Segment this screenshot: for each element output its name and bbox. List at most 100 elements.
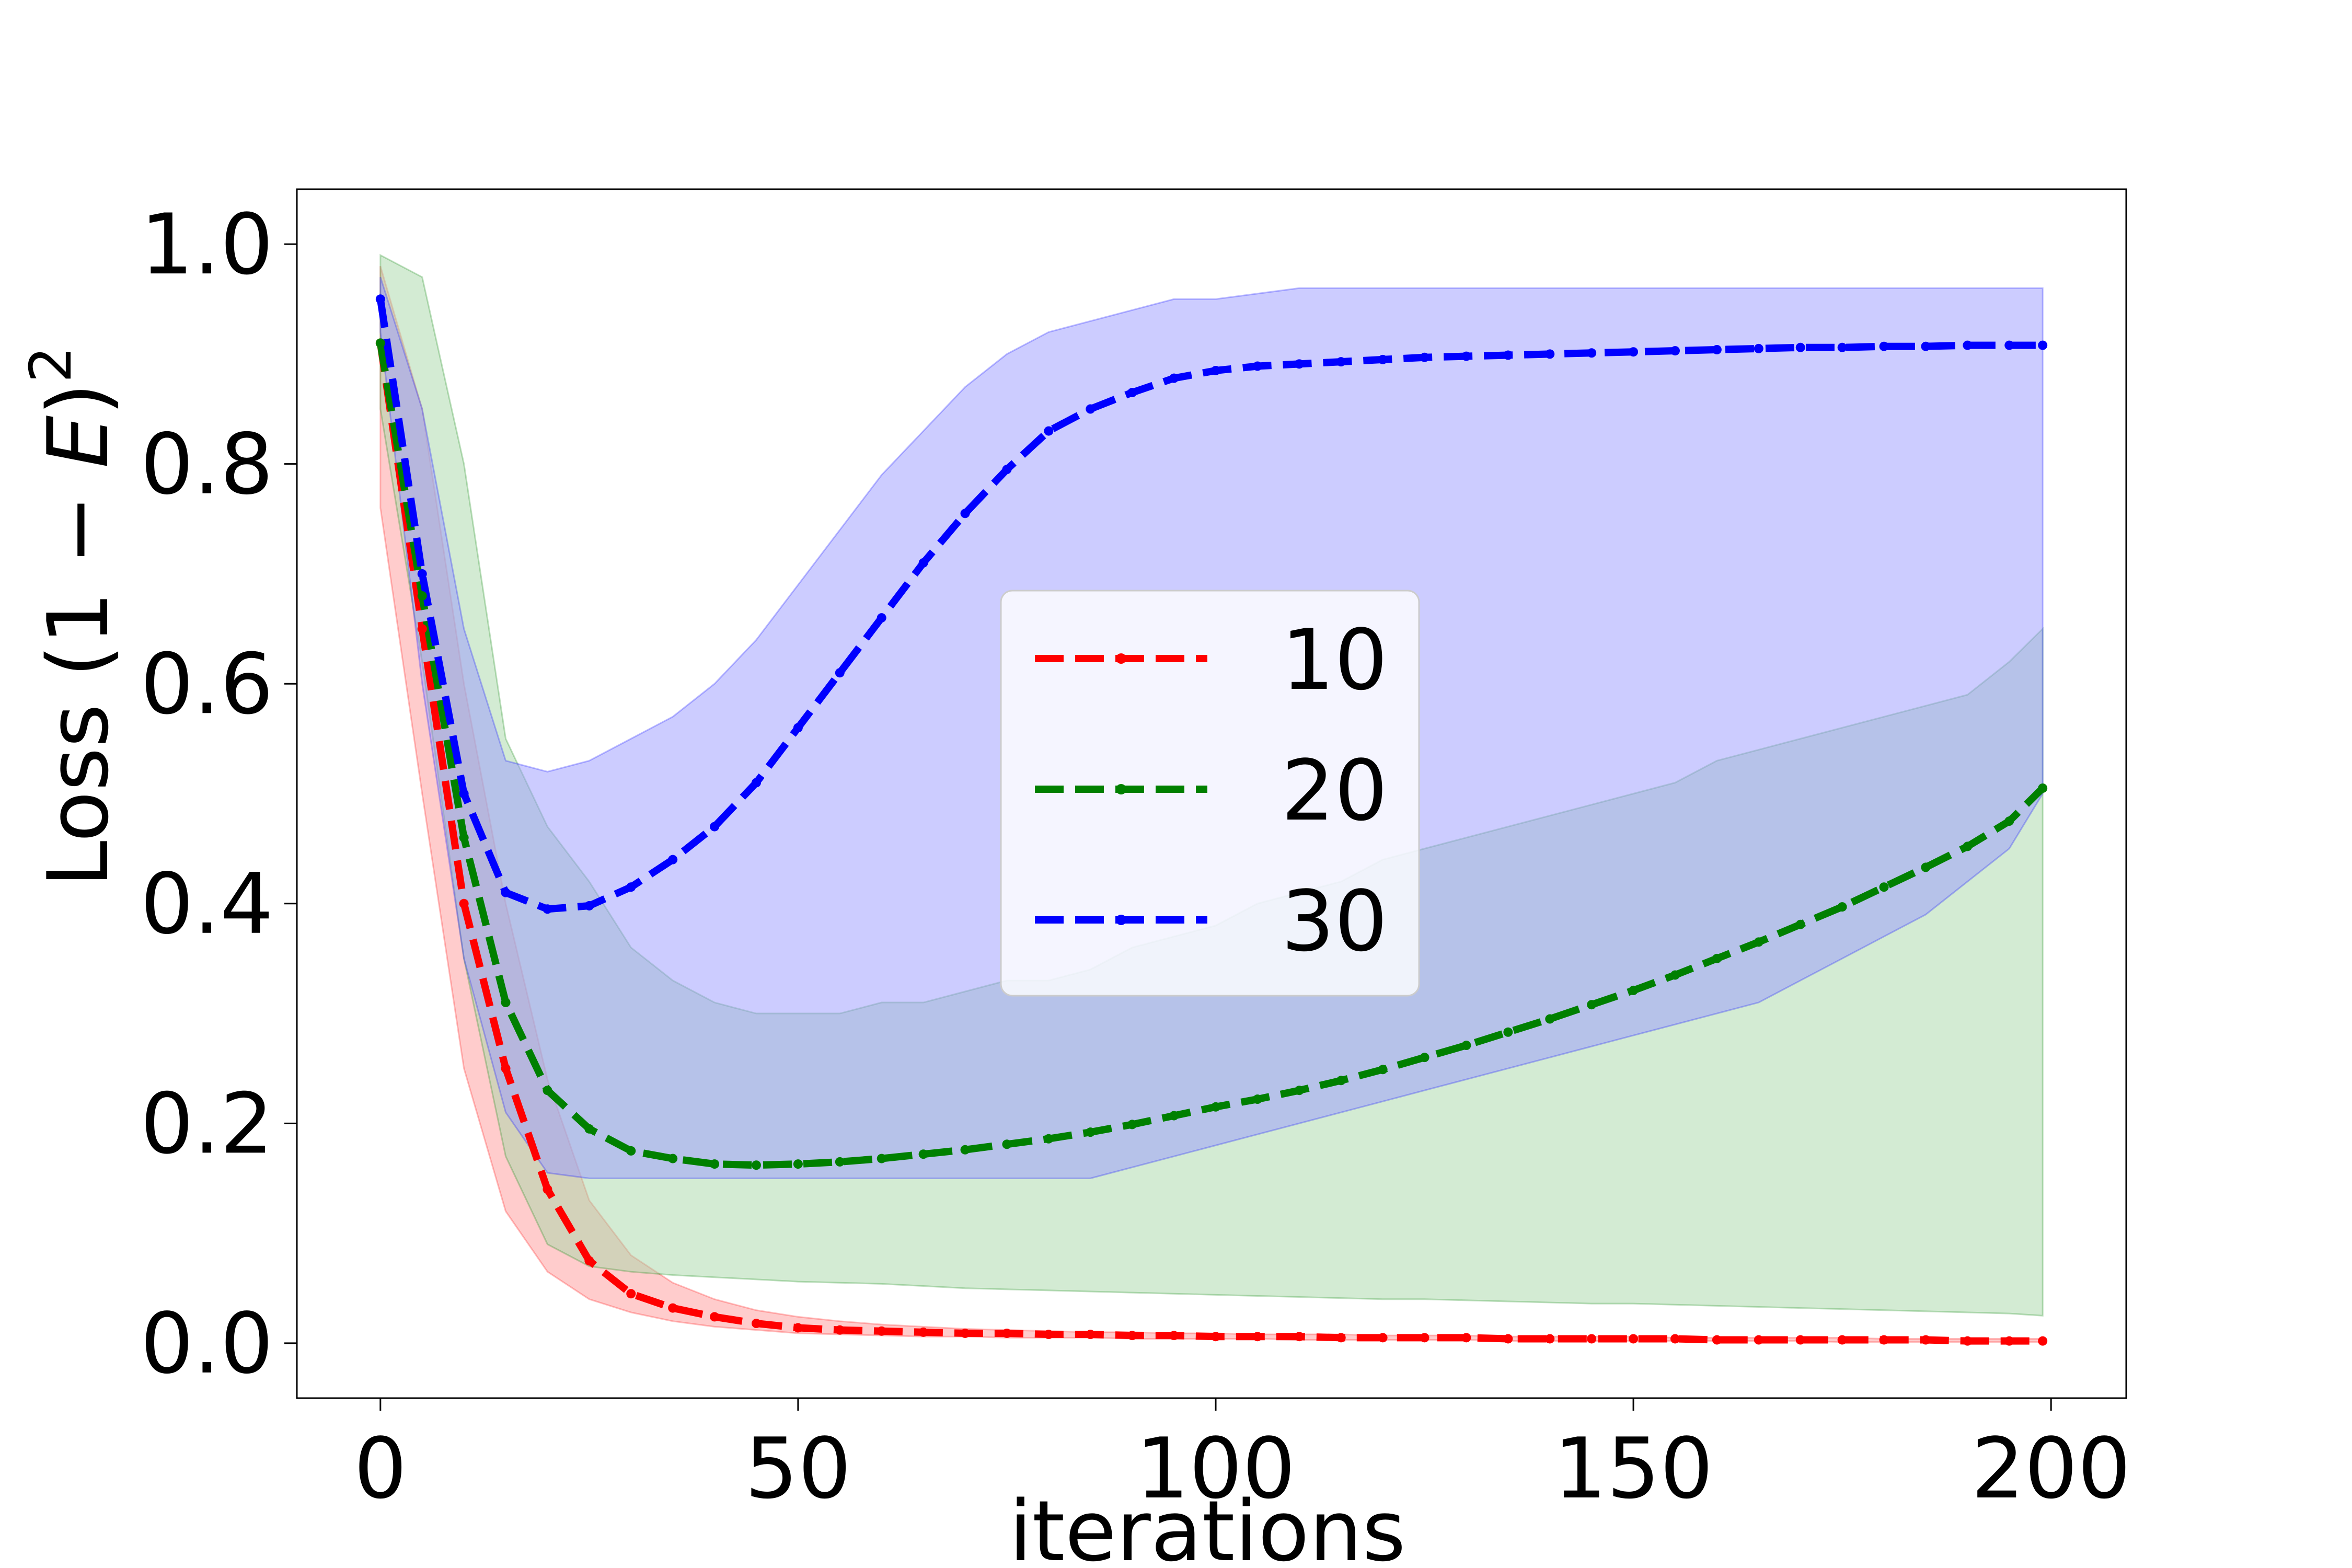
point-series-10 <box>2004 1336 2014 1346</box>
legend-label: 20 <box>1281 742 1388 839</box>
point-series-30 <box>1294 359 1304 369</box>
point-series-10 <box>626 1289 636 1299</box>
point-series-10 <box>1044 1330 1054 1340</box>
point-series-20 <box>1754 937 1763 947</box>
point-series-30 <box>501 887 511 897</box>
point-series-10 <box>1795 1335 1805 1345</box>
legend-entry-30: 30 <box>1035 872 1388 970</box>
point-series-30 <box>1795 342 1805 352</box>
legend-box <box>1000 590 1420 997</box>
x-tick-label: 150 <box>1553 1420 1713 1517</box>
point-series-30 <box>1210 365 1220 375</box>
point-series-10 <box>835 1325 845 1335</box>
point-series-30 <box>1629 347 1639 357</box>
point-series-10 <box>1169 1331 1179 1341</box>
point-series-20 <box>626 1146 636 1156</box>
point-series-20 <box>2004 816 2014 826</box>
point-series-10 <box>793 1323 803 1333</box>
point-series-10 <box>459 898 469 908</box>
point-series-10 <box>1252 1332 1262 1342</box>
point-series-30 <box>375 294 385 304</box>
point-series-20 <box>918 1149 928 1159</box>
point-series-10 <box>668 1303 678 1313</box>
point-series-30 <box>1252 361 1262 371</box>
point-series-20 <box>2038 783 2048 793</box>
y-tick-label: 0.4 <box>141 855 273 953</box>
y-axis-label-prefix: Loss (1 − <box>29 468 127 887</box>
point-series-30 <box>877 613 886 623</box>
legend-marker <box>1116 653 1126 664</box>
x-tick-label: 50 <box>745 1420 851 1517</box>
point-series-20 <box>1294 1086 1304 1096</box>
x-axis-ticks: 0 50 100 150 200 <box>354 1398 2131 1517</box>
point-series-10 <box>1963 1336 1973 1346</box>
point-series-20 <box>835 1157 845 1167</box>
y-tick-label: 1.0 <box>141 195 273 293</box>
point-series-10 <box>1921 1335 1931 1345</box>
point-series-10 <box>1127 1331 1137 1341</box>
point-series-20 <box>1587 1000 1597 1010</box>
point-series-30 <box>918 558 928 568</box>
point-series-10 <box>751 1319 761 1329</box>
point-series-30 <box>1378 354 1388 364</box>
point-series-10 <box>1587 1334 1597 1344</box>
y-tick-label: 0.8 <box>141 416 273 513</box>
point-series-20 <box>1712 953 1722 963</box>
point-series-20 <box>1963 841 1973 851</box>
legend-marker <box>1116 784 1126 794</box>
point-series-20 <box>751 1160 761 1170</box>
point-series-20 <box>1837 902 1847 912</box>
point-series-20 <box>1795 919 1805 929</box>
point-series-30 <box>1044 426 1054 436</box>
point-series-10 <box>543 1184 552 1194</box>
point-series-20 <box>1545 1014 1555 1024</box>
point-series-20 <box>1044 1134 1054 1144</box>
point-series-20 <box>417 591 427 601</box>
point-series-10 <box>1336 1333 1346 1343</box>
point-series-20 <box>1127 1120 1137 1129</box>
point-series-10 <box>1378 1333 1388 1343</box>
point-series-10 <box>501 1064 511 1074</box>
point-series-10 <box>1837 1335 1847 1345</box>
point-series-30 <box>1921 341 1931 351</box>
point-series-10 <box>1503 1334 1513 1344</box>
point-series-20 <box>1378 1065 1388 1075</box>
point-series-20 <box>543 1086 552 1096</box>
x-tick-label: 100 <box>1136 1420 1295 1517</box>
point-series-30 <box>1503 350 1513 360</box>
point-series-10 <box>1629 1334 1639 1344</box>
legend-entry-10: 10 <box>1035 611 1388 709</box>
point-series-20 <box>459 833 469 843</box>
point-series-30 <box>1127 388 1137 398</box>
point-series-10 <box>1712 1335 1722 1345</box>
point-series-30 <box>584 901 594 910</box>
point-series-20 <box>584 1124 594 1134</box>
point-series-20 <box>1879 882 1889 892</box>
point-series-30 <box>1837 342 1847 352</box>
point-series-30 <box>1420 352 1429 362</box>
point-series-30 <box>668 855 678 864</box>
point-series-20 <box>1210 1102 1220 1112</box>
y-axis-label-suffix: ) <box>29 383 127 415</box>
point-series-20 <box>793 1159 803 1169</box>
y-axis-label-exponent: 2 <box>17 346 84 383</box>
point-series-30 <box>710 822 720 832</box>
point-series-10 <box>1210 1332 1220 1342</box>
point-series-10 <box>1545 1334 1555 1344</box>
point-series-10 <box>710 1312 720 1322</box>
point-series-10 <box>1002 1328 1012 1338</box>
x-tick-label: 200 <box>1971 1420 2130 1517</box>
point-series-10 <box>1670 1334 1680 1344</box>
x-axis-label: iterations <box>1009 1482 1405 1568</box>
point-series-20 <box>1461 1041 1471 1051</box>
point-series-30 <box>2004 340 2014 350</box>
point-series-10 <box>2038 1336 2048 1346</box>
point-series-30 <box>1963 340 1973 350</box>
legend-entry-20: 20 <box>1035 742 1388 839</box>
point-series-30 <box>751 778 761 788</box>
point-series-30 <box>1336 357 1346 367</box>
point-series-10 <box>584 1256 594 1266</box>
point-series-20 <box>1503 1027 1513 1037</box>
point-series-30 <box>1002 465 1012 475</box>
point-series-30 <box>1754 343 1763 353</box>
